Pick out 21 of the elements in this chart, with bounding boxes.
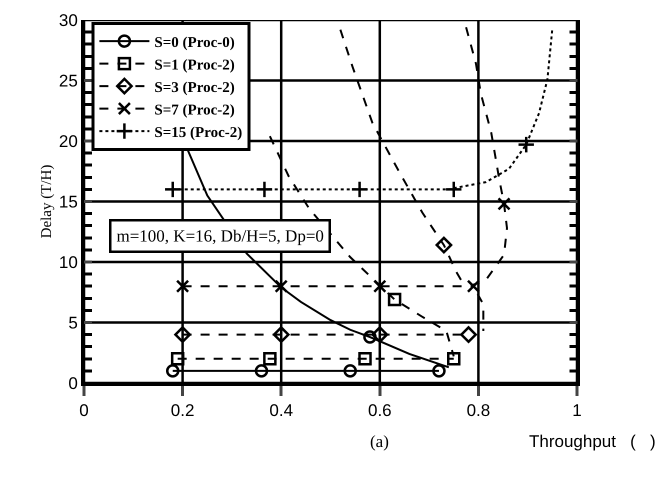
- annotation: m=100, K=16, Db/H=5, Dp=0: [116, 226, 324, 246]
- y-tick-label: 15: [58, 192, 78, 212]
- text: (a): [370, 432, 389, 451]
- x-tick-label: 0.6: [368, 401, 392, 420]
- y-tick-label: 5: [68, 313, 78, 332]
- legend-label: S=1 (Proc-2): [154, 57, 235, 74]
- legend-label: S=15 (Proc-2): [154, 124, 242, 141]
- legend-label: S=7 (Proc-2): [154, 102, 235, 118]
- y-axis-title: Delay (T/H): [39, 164, 56, 238]
- x-axis-title: Throughput ( ): [529, 432, 656, 451]
- y-tick-label: 0: [68, 374, 78, 393]
- x-tick-label: 0.2: [170, 401, 194, 420]
- y-tick-label: 30: [58, 10, 78, 30]
- x-tick-label: 1: [572, 401, 582, 420]
- y-tick-label: 25: [58, 71, 78, 90]
- x-tick-label: 0.8: [466, 401, 490, 420]
- legend-label: S=0 (Proc-0): [154, 34, 235, 51]
- y-tick-label: 10: [58, 252, 78, 272]
- y-tick-label: 20: [58, 132, 78, 151]
- x-tick-label: 0.4: [269, 401, 294, 420]
- legend-label: S=3 (Proc-2): [154, 80, 235, 96]
